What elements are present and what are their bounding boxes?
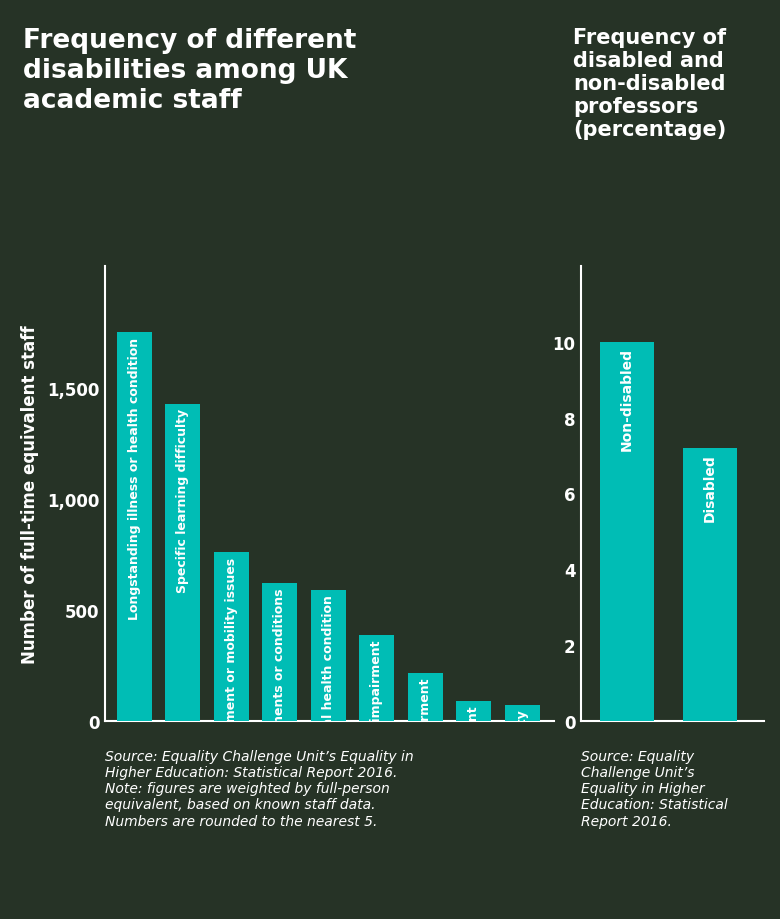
Text: General learning disability: General learning disability (516, 709, 529, 895)
Text: Source: Equality Challenge Unit’s Equality in
Higher Education: Statistical Repo: Source: Equality Challenge Unit’s Equali… (105, 749, 414, 828)
Text: Blind or a serious visual impairment: Blind or a serious visual impairment (419, 678, 432, 919)
Bar (408, 674, 443, 721)
Bar (600, 342, 654, 721)
Text: Mental health condition: Mental health condition (322, 595, 335, 762)
Text: Longstanding illness or health condition: Longstanding illness or health condition (128, 337, 141, 619)
Text: Physical impairment or mobility issues: Physical impairment or mobility issues (225, 557, 238, 828)
Bar (360, 635, 394, 721)
Bar (505, 705, 540, 721)
Text: Disabled: Disabled (704, 454, 718, 522)
Text: Social/communication impairment: Social/communication impairment (467, 706, 480, 919)
Text: Frequency of
disabled and
non-disabled
professors
(percentage): Frequency of disabled and non-disabled p… (573, 28, 726, 141)
Bar (311, 591, 346, 721)
Text: Frequency of different
disabilities among UK
academic staff: Frequency of different disabilities amon… (23, 28, 356, 113)
Y-axis label: Number of full-time equivalent staff: Number of full-time equivalent staff (21, 324, 39, 664)
Text: Specific learning difficulty: Specific learning difficulty (176, 409, 190, 593)
Bar (262, 584, 297, 721)
Text: Two or more disabilities, impairments or conditions: Two or more disabilities, impairments or… (273, 588, 286, 919)
Bar (117, 333, 152, 721)
Bar (165, 404, 200, 721)
Text: Source: Equality
Challenge Unit’s
Equality in Higher
Education: Statistical
Repo: Source: Equality Challenge Unit’s Equali… (581, 749, 728, 828)
Bar (456, 701, 491, 721)
Bar (683, 448, 737, 721)
Bar (214, 552, 249, 721)
Text: Deaf or a serious hearing impairment: Deaf or a serious hearing impairment (370, 640, 383, 902)
Text: Non-disabled: Non-disabled (620, 348, 634, 451)
